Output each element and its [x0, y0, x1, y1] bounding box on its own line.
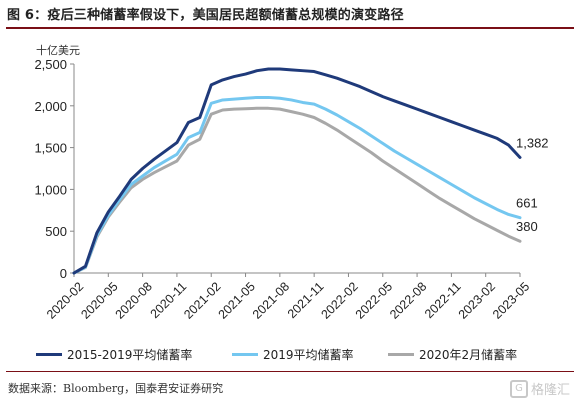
legend-item-series-1: 2015-2019平均储蓄率 [36, 346, 192, 363]
legend-item-series-2: 2019平均储蓄率 [232, 346, 354, 363]
legend-label-series-1: 2015-2019平均储蓄率 [67, 348, 193, 362]
watermark-text: 格隆汇 [530, 383, 570, 398]
y-tick-label: 2,000 [34, 99, 67, 114]
y-tick-label: 0 [60, 266, 67, 281]
chart-end-labels-layer: 1,382 661 380 [516, 135, 549, 234]
line-chart: 05001,0001,5002,0002,5002020-022020-0520… [34, 57, 549, 322]
series-end-label-2: 661 [516, 196, 538, 211]
series-line-2 [72, 95, 522, 275]
x-tick-label: 2021-08 [250, 279, 292, 321]
x-tick-label: 2022-02 [318, 279, 360, 321]
chart-series-layer [72, 67, 522, 275]
x-tick-label: 2020-08 [113, 279, 155, 321]
x-tick-label: 2023-05 [490, 279, 532, 321]
x-tick-label: 2021-02 [181, 279, 223, 321]
y-tick-label: 1,000 [34, 182, 67, 197]
source-note: 数据来源：Bloomberg，国泰君安证券研究 [8, 382, 224, 395]
watermark-logo-icon: G [509, 379, 528, 398]
legend-swatch-series-3 [388, 353, 414, 356]
footer-divider [6, 371, 574, 372]
x-tick-label: 2020-02 [44, 279, 86, 321]
figure-title: 图 6：疫后三种储蓄率假设下，美国居民超额储蓄总规模的演变路径 [7, 8, 404, 23]
legend-label-series-3: 2020年2月储蓄率 [419, 348, 518, 362]
x-tick-label: 2023-02 [456, 279, 498, 321]
y-tick-label: 2,500 [34, 57, 67, 72]
legend-swatch-series-2 [232, 353, 258, 356]
y-tick-label: 500 [45, 224, 67, 239]
series-line-1 [72, 67, 522, 275]
x-tick-label: 2022-08 [387, 279, 429, 321]
legend-label-series-2: 2019平均储蓄率 [263, 348, 354, 362]
legend-item-series-3: 2020年2月储蓄率 [388, 346, 517, 363]
y-tick-label: 1,500 [34, 141, 67, 156]
y-axis-unit-label: 十亿美元 [36, 44, 80, 57]
x-tick-label: 2022-05 [353, 279, 395, 321]
series-end-label-1: 1,382 [516, 135, 549, 150]
series-end-label-3: 380 [516, 219, 538, 234]
x-tick-label: 2020-05 [78, 279, 120, 321]
title-divider [6, 27, 574, 29]
watermark: G 格隆汇 [509, 379, 570, 398]
x-tick-label: 2021-05 [216, 279, 258, 321]
series-line-3 [72, 106, 522, 275]
legend-swatch-series-1 [36, 353, 62, 356]
chart-legend: 2015-2019平均储蓄率 2019平均储蓄率 2020年2月储蓄率 [36, 346, 576, 362]
